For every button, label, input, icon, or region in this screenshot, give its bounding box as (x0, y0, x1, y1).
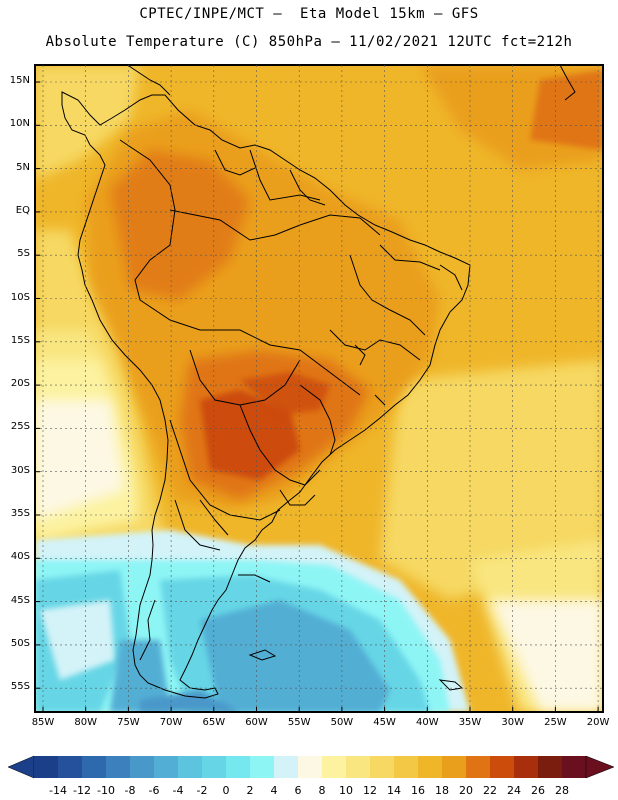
latitude-label: 15N (9, 75, 30, 86)
colorbar-label: 16 (411, 784, 425, 797)
colorbar-swatch (178, 756, 203, 778)
colorbar-label: 2 (246, 784, 254, 797)
latitude-label: EQ (15, 204, 30, 216)
colorbar-swatch (538, 756, 563, 778)
latitude-label: 10S (10, 291, 30, 303)
latitude-label: 30S (10, 464, 30, 476)
longitude-label: 85W (31, 717, 55, 728)
colorbar-swatch (106, 756, 131, 778)
longitude-label: 70W (159, 717, 183, 728)
colorbar-label: 20 (459, 784, 473, 797)
colorbar-label: -12 (73, 784, 91, 797)
longitude-label: 80W (74, 717, 97, 728)
longitude-label: 50W (330, 717, 354, 728)
colorbar-label: 18 (435, 784, 449, 797)
colorbar-label: 10 (339, 784, 353, 797)
colorbar-swatch (418, 756, 443, 778)
colorbar-label: -8 (124, 784, 136, 797)
colorbar-label: 8 (318, 784, 326, 797)
longitude-label: 75W (117, 717, 140, 728)
colorbar-label: -2 (196, 784, 208, 797)
colorbar-label: 6 (294, 784, 302, 797)
colorbar-swatch (130, 756, 155, 778)
colorbar-label: 26 (531, 784, 545, 797)
colorbar-swatch (442, 756, 467, 778)
colorbar-swatch (394, 756, 419, 778)
colorbar-label: -4 (172, 784, 184, 797)
latitude-label: 25S (10, 421, 30, 433)
longitude-label: 25W (544, 717, 567, 728)
colorbar-swatch (466, 756, 491, 778)
latitude-label: 10N (9, 118, 30, 130)
colorbar-swatch (58, 756, 83, 778)
colorbar-swatch (298, 756, 323, 778)
colorbar-label: -10 (97, 784, 115, 797)
latitude-label: 50S (10, 637, 30, 649)
axis-ticks (35, 81, 599, 712)
colorbar-swatch (250, 756, 275, 778)
colorbar-label: 12 (363, 784, 377, 797)
longitude-label: 40W (415, 717, 439, 728)
longitude-label: 55W (287, 717, 311, 728)
colorbar-swatch (202, 756, 227, 778)
latitude-label: 15S (10, 334, 30, 346)
colorbar-swatch (490, 756, 515, 778)
latitude-label: 45S (10, 594, 30, 606)
map-title-line-1: CPTEC/INPE/MCT – Eta Model 15km – GFS (139, 6, 479, 22)
colorbar-swatch (154, 756, 179, 778)
colorbar-swatch (370, 756, 395, 778)
colorbar-arrow-low (7, 755, 35, 779)
colorbar-swatch (322, 756, 347, 778)
colorbar-label: 4 (270, 784, 278, 797)
longitude-label: 30W (501, 717, 524, 728)
colorbar-label: 0 (222, 784, 230, 797)
colorbar-label: -6 (148, 784, 160, 797)
colorbar-label: 28 (555, 784, 569, 797)
colorbar-label: 24 (507, 784, 521, 797)
latitude-label: 35S (10, 508, 30, 519)
longitude-label: 20W (586, 717, 610, 728)
colorbar-label: -14 (49, 784, 67, 797)
colorbar-swatch (274, 756, 299, 778)
colorbar-label: 14 (387, 784, 401, 797)
colorbar-swatch (34, 756, 59, 778)
map-frame (34, 64, 604, 713)
colorbar-swatch (562, 756, 587, 778)
longitude-label: 65W (202, 717, 226, 728)
longitude-label: 35W (458, 717, 482, 728)
latitude-label: 5S (17, 248, 30, 260)
colorbar-swatch (82, 756, 107, 778)
latitude-label: 20S (10, 378, 30, 390)
colorbar-label: 22 (483, 784, 497, 797)
colorbar (7, 755, 615, 779)
colorbar-swatch (514, 756, 539, 778)
map-title-line-2: Absolute Temperature (C) 850hPa – 11/02/… (45, 34, 573, 50)
temperature-field (35, 65, 603, 712)
colorbar-arrow-high (585, 755, 615, 779)
colorbar-swatch (226, 756, 251, 778)
latitude-label: 55S (10, 681, 30, 693)
longitude-label: 45W (373, 717, 396, 728)
latitude-label: 5N (16, 161, 30, 173)
longitude-label: 60W (245, 717, 268, 728)
latitude-label: 40S (10, 551, 30, 563)
colorbar-swatch (346, 756, 371, 778)
